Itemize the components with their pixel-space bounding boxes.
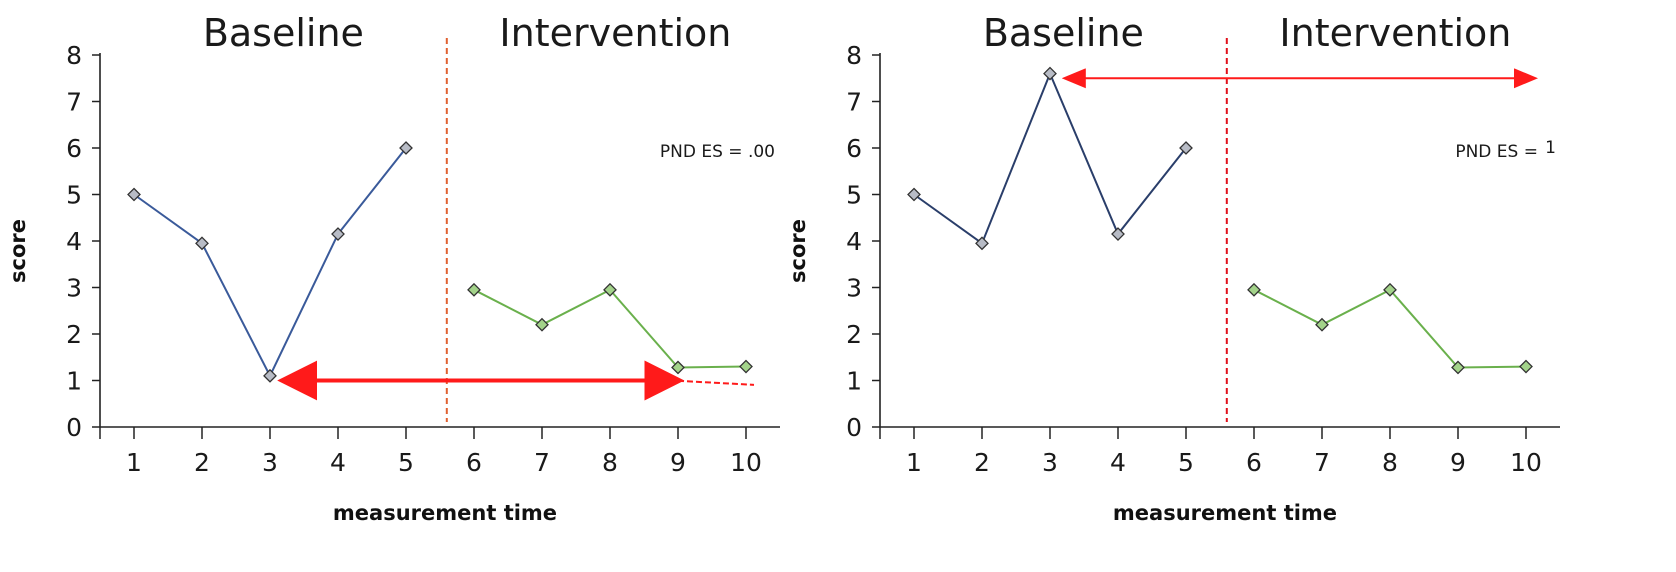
x-tick-label: 6 — [1246, 448, 1262, 477]
y-axis-title: score — [6, 219, 30, 283]
y-tick-label: 2 — [66, 320, 82, 349]
x-tick-label: 4 — [1110, 448, 1126, 477]
chart-panel-1: 0 1 2 3 4 5 6 7 8 1 2 3 4 5 6 7 8 9 10 score measurement tim… — [6, 11, 780, 525]
x-tick-label: 6 — [466, 448, 482, 477]
x-tick-label: 8 — [1382, 448, 1398, 477]
y-tick-label: 6 — [66, 134, 82, 163]
data-point-baseline — [399, 141, 413, 155]
phase-label-intervention: Intervention — [499, 11, 731, 55]
data-point-intervention — [603, 282, 617, 297]
x-tick-label: 2 — [194, 448, 210, 477]
y-tick-label: 5 — [846, 181, 862, 210]
y-tick-label: 4 — [66, 227, 82, 256]
x-tick-label: 10 — [1510, 448, 1542, 477]
series-line-intervention — [1253, 288, 1527, 369]
data-point-intervention — [535, 317, 549, 332]
data-point-intervention — [1383, 282, 1397, 297]
y-tick-label: 1 — [846, 367, 862, 396]
data-point-intervention — [1247, 282, 1261, 297]
x-tick-label: 5 — [1178, 448, 1194, 477]
y-tick-label: 8 — [66, 41, 82, 70]
y-tick-label: 3 — [846, 274, 862, 303]
x-tick-label: 8 — [602, 448, 618, 477]
series-line-intervention — [473, 288, 747, 369]
x-tick-label: 1 — [906, 448, 922, 477]
data-point-baseline — [195, 236, 209, 251]
x-tick-label: 9 — [1450, 448, 1466, 477]
data-point-intervention — [1315, 317, 1329, 332]
y-tick-label: 7 — [846, 88, 862, 117]
phase-label-baseline: Baseline — [983, 11, 1144, 55]
x-tick-label: 10 — [730, 448, 762, 477]
y-tick-label: 2 — [846, 320, 862, 349]
data-point-baseline — [975, 236, 989, 251]
y-tick-label: 7 — [66, 88, 82, 117]
x-tick-label: 3 — [1042, 448, 1058, 477]
x-tick-label: 7 — [534, 448, 550, 477]
y-tick-label: 0 — [66, 413, 82, 442]
pnd-es-annotation: PND ES = — [1455, 142, 1538, 162]
x-tick-label: 1 — [126, 448, 142, 477]
data-point-intervention — [467, 282, 481, 297]
x-tick-label: 5 — [398, 448, 414, 477]
phase-label-baseline: Baseline — [203, 11, 364, 55]
pnd-es-value: 1 — [1545, 138, 1556, 158]
data-point-baseline — [1043, 66, 1057, 81]
x-axis-title: measurement time — [1113, 501, 1337, 525]
series-line-baseline — [133, 147, 407, 379]
y-tick-label: 6 — [846, 134, 862, 163]
data-point-baseline — [331, 227, 345, 241]
x-axis-title: measurement time — [333, 501, 557, 525]
series-line-baseline — [913, 70, 1187, 245]
x-tick-label: 9 — [670, 448, 686, 477]
data-point-intervention — [1519, 359, 1533, 374]
y-tick-label: 4 — [846, 227, 862, 256]
y-tick-label: 8 — [846, 41, 862, 70]
x-tick-label: 4 — [330, 448, 346, 477]
y-axis-title: score — [786, 219, 810, 283]
pnd-es-annotation: PND ES = .00 — [660, 142, 775, 162]
data-point-intervention — [739, 359, 753, 374]
y-tick-label: 3 — [66, 274, 82, 303]
x-tick-label: 3 — [262, 448, 278, 477]
data-point-intervention — [1451, 360, 1465, 375]
data-point-baseline — [907, 187, 921, 202]
y-tick-label: 1 — [66, 367, 82, 396]
y-tick-label: 5 — [66, 181, 82, 210]
chart-panel-2: 0 1 2 3 4 5 6 7 8 1 2 3 4 5 6 7 8 9 10 score measurement tim… — [786, 11, 1560, 525]
dashed-threshold-line — [677, 379, 755, 386]
data-point-baseline — [127, 187, 141, 202]
x-tick-label: 2 — [974, 448, 990, 477]
x-tick-label: 7 — [1314, 448, 1330, 477]
data-point-baseline — [1179, 141, 1193, 155]
y-tick-label: 0 — [846, 413, 862, 442]
data-point-baseline — [1111, 227, 1125, 241]
phase-label-intervention: Intervention — [1279, 11, 1511, 55]
data-point-baseline — [263, 368, 277, 383]
